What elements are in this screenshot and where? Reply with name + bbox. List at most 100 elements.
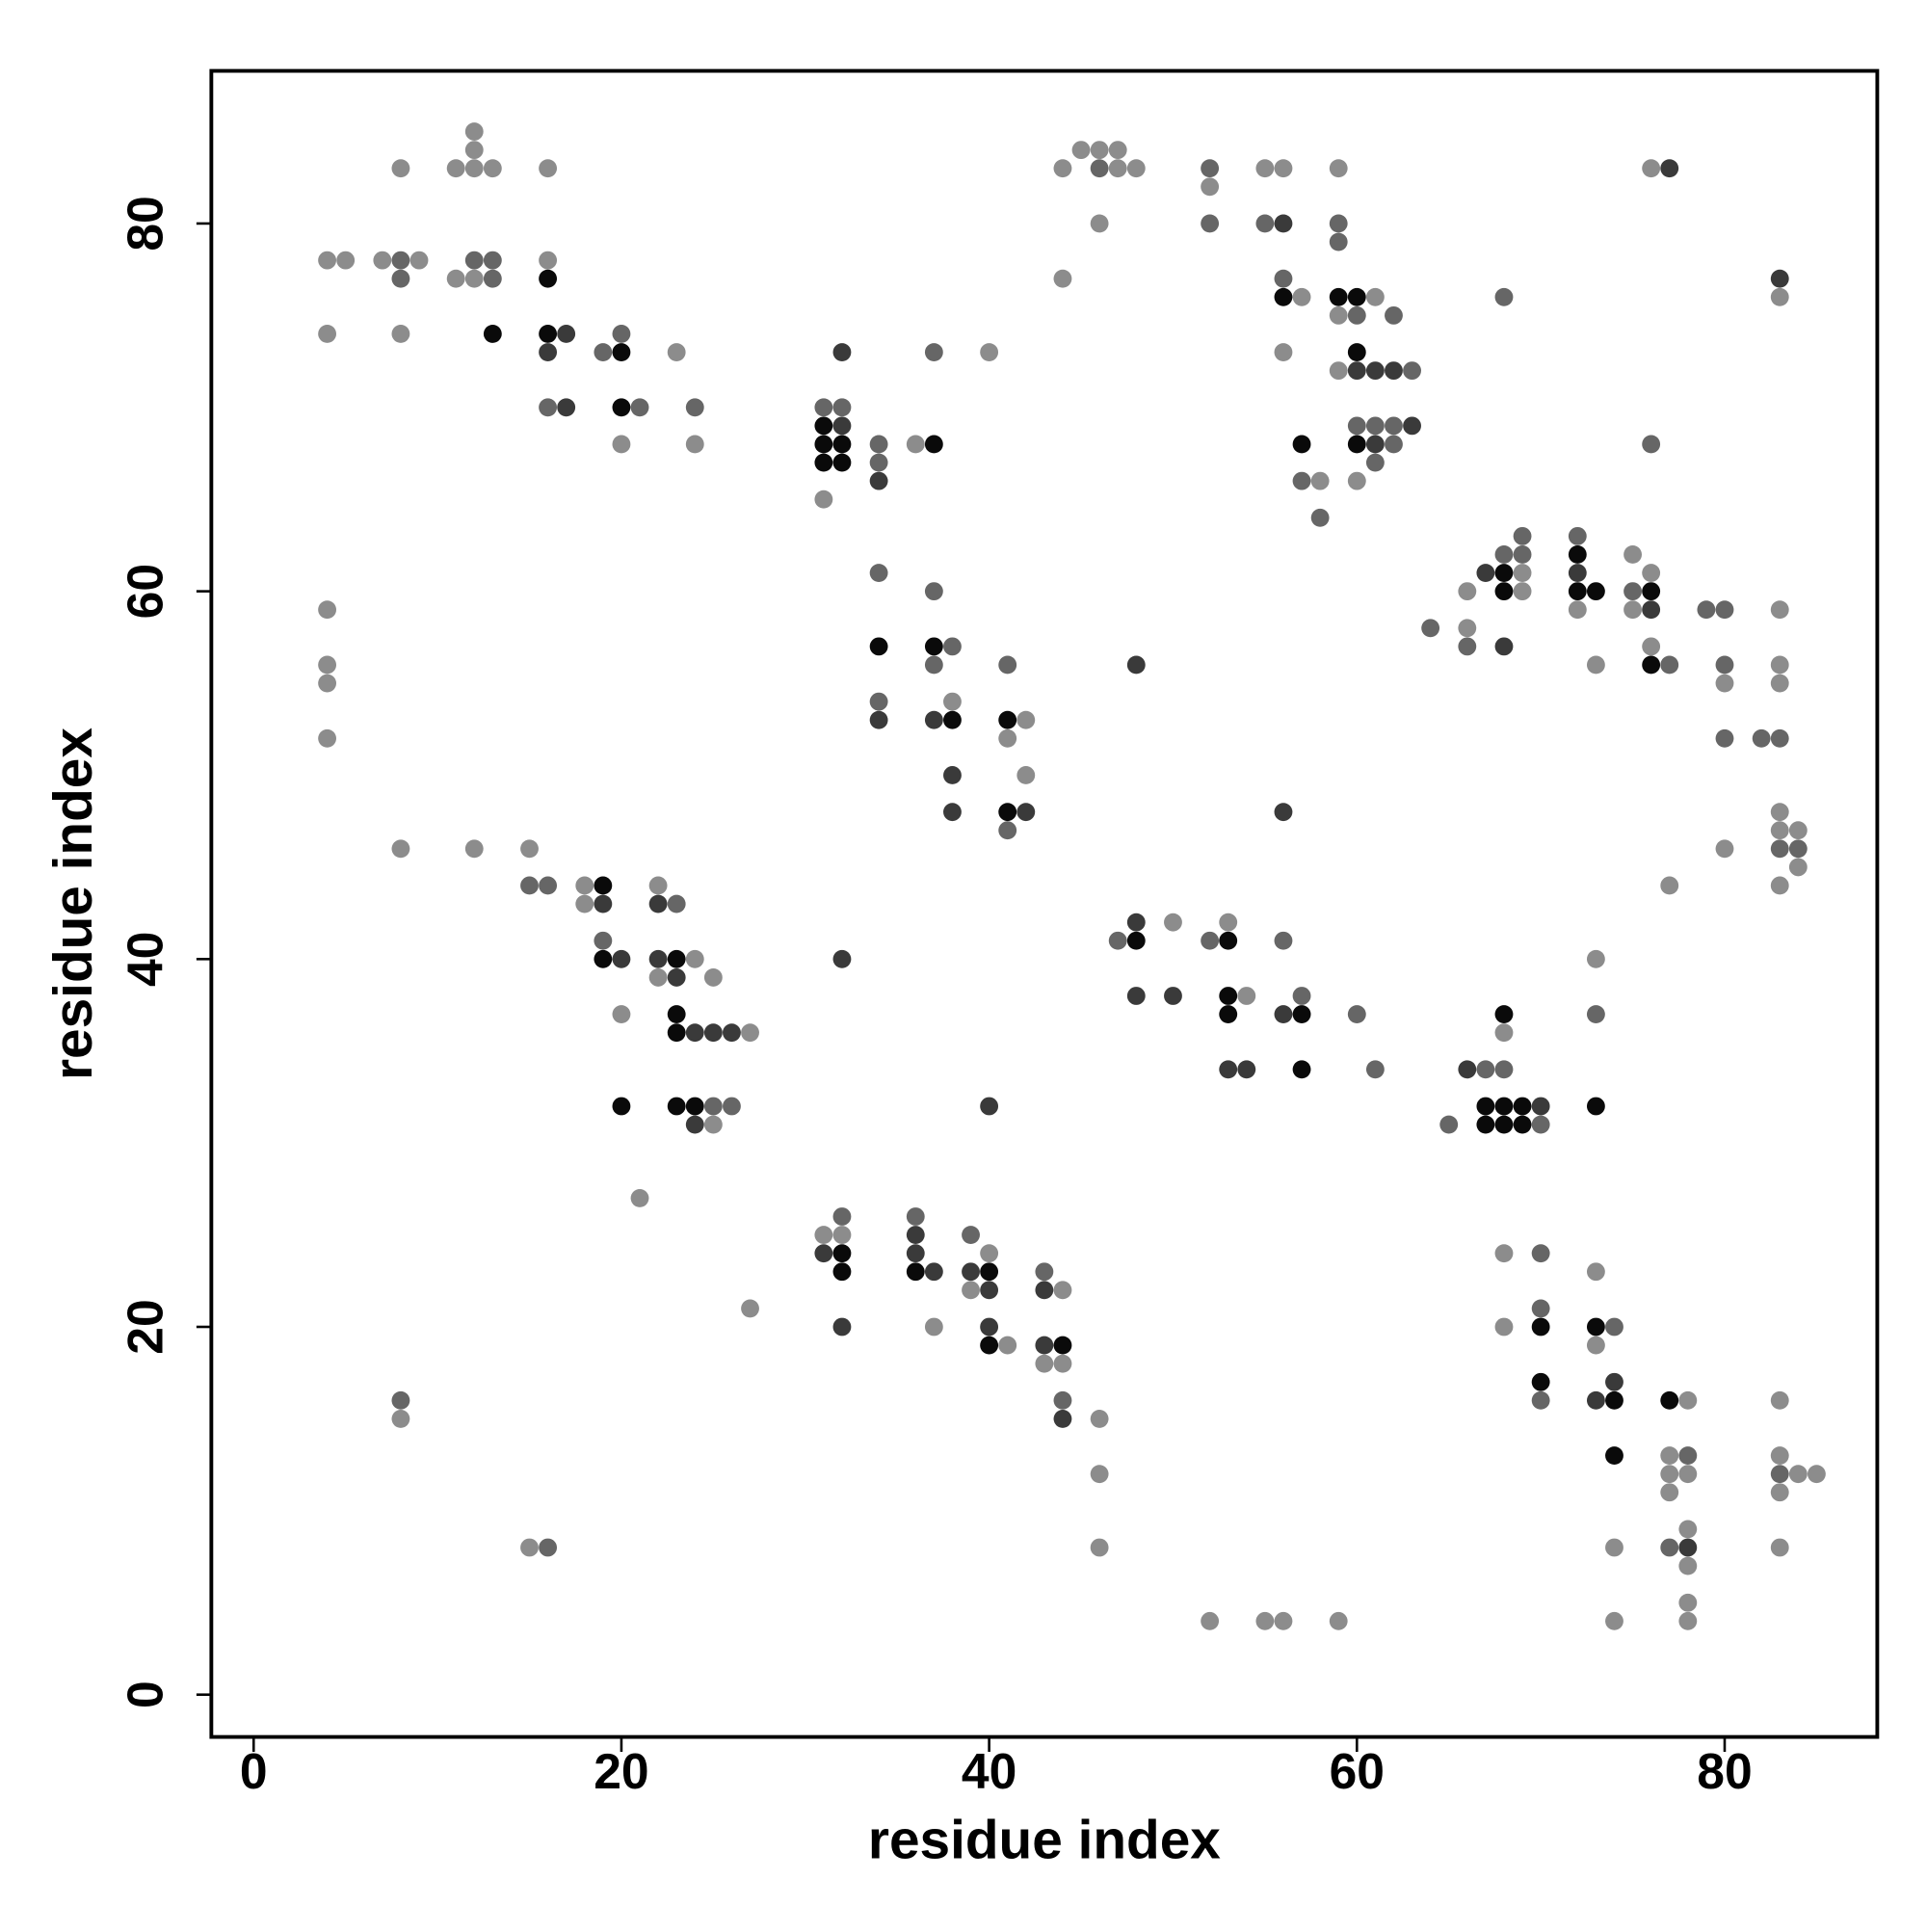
point bbox=[1660, 1446, 1679, 1466]
point bbox=[869, 435, 888, 454]
x-axis-title: residue index bbox=[868, 1811, 1221, 1871]
point bbox=[1642, 637, 1661, 656]
point bbox=[1347, 416, 1366, 436]
point bbox=[1126, 987, 1146, 1005]
point bbox=[1568, 526, 1587, 545]
point bbox=[1586, 949, 1605, 968]
point bbox=[1568, 545, 1587, 564]
point bbox=[703, 1097, 723, 1116]
point bbox=[832, 949, 852, 968]
point bbox=[1494, 1023, 1514, 1043]
x-tick-label: 20 bbox=[594, 1743, 648, 1799]
point bbox=[612, 435, 631, 454]
point bbox=[1642, 435, 1661, 454]
point bbox=[1476, 1115, 1495, 1134]
point bbox=[1678, 1390, 1698, 1410]
point bbox=[924, 637, 943, 656]
point bbox=[685, 1023, 704, 1043]
point bbox=[685, 1115, 704, 1134]
point bbox=[1126, 159, 1146, 178]
point bbox=[703, 967, 723, 987]
point bbox=[1035, 1354, 1054, 1373]
point bbox=[1347, 435, 1366, 454]
point bbox=[1770, 728, 1789, 748]
point bbox=[1623, 545, 1642, 564]
point bbox=[1513, 564, 1532, 582]
point bbox=[980, 1317, 999, 1337]
point bbox=[832, 343, 852, 361]
point bbox=[814, 398, 833, 417]
point bbox=[520, 876, 539, 895]
point bbox=[1494, 582, 1514, 601]
point bbox=[1678, 1593, 1698, 1612]
point bbox=[1292, 435, 1311, 454]
point bbox=[594, 876, 613, 895]
point bbox=[1476, 564, 1495, 582]
point bbox=[318, 655, 337, 675]
point bbox=[1292, 471, 1311, 490]
point bbox=[1053, 1354, 1072, 1373]
point bbox=[1053, 1410, 1072, 1428]
point bbox=[1697, 600, 1716, 620]
point bbox=[832, 453, 852, 472]
point bbox=[814, 435, 833, 454]
point bbox=[1458, 582, 1477, 601]
point bbox=[814, 1226, 833, 1245]
point bbox=[1347, 343, 1366, 361]
point bbox=[1274, 214, 1293, 233]
point bbox=[373, 251, 392, 270]
point bbox=[924, 582, 943, 601]
point bbox=[557, 325, 576, 343]
point bbox=[612, 343, 631, 361]
point bbox=[1494, 564, 1514, 582]
point bbox=[539, 269, 558, 288]
point bbox=[1219, 1005, 1238, 1023]
point bbox=[1458, 619, 1477, 638]
point bbox=[1494, 545, 1514, 564]
point bbox=[483, 325, 502, 343]
point bbox=[318, 251, 337, 270]
point bbox=[1439, 1115, 1459, 1134]
point bbox=[1201, 177, 1220, 197]
point bbox=[1678, 1465, 1698, 1484]
point bbox=[648, 967, 668, 987]
point bbox=[612, 1005, 631, 1023]
point bbox=[1715, 674, 1734, 693]
point bbox=[1310, 471, 1330, 490]
point bbox=[980, 1336, 999, 1355]
point bbox=[318, 600, 337, 620]
point bbox=[1347, 471, 1366, 490]
point bbox=[464, 141, 484, 160]
point bbox=[1568, 600, 1587, 620]
point bbox=[539, 1538, 558, 1557]
point bbox=[1385, 435, 1403, 454]
point bbox=[1421, 619, 1440, 638]
point bbox=[685, 435, 704, 454]
point bbox=[464, 839, 484, 859]
point bbox=[832, 416, 852, 436]
point bbox=[1126, 931, 1146, 950]
point bbox=[1770, 839, 1789, 859]
point bbox=[1715, 728, 1734, 748]
point bbox=[1108, 931, 1127, 950]
point bbox=[648, 876, 668, 895]
y-tick-label: 20 bbox=[117, 1299, 172, 1354]
point bbox=[1365, 287, 1385, 306]
point bbox=[391, 839, 410, 859]
point bbox=[1053, 1281, 1072, 1300]
point bbox=[1660, 159, 1679, 178]
point bbox=[723, 1097, 741, 1116]
point bbox=[1329, 159, 1348, 178]
point bbox=[391, 159, 410, 178]
point bbox=[1531, 1244, 1550, 1263]
point bbox=[1660, 1483, 1679, 1502]
point bbox=[998, 821, 1017, 840]
point bbox=[539, 876, 558, 895]
point bbox=[391, 325, 410, 343]
point bbox=[1770, 1390, 1789, 1410]
point bbox=[943, 803, 962, 822]
x-tick-label: 0 bbox=[240, 1743, 268, 1799]
point bbox=[1347, 305, 1366, 325]
point bbox=[924, 655, 943, 675]
point bbox=[1385, 361, 1403, 381]
